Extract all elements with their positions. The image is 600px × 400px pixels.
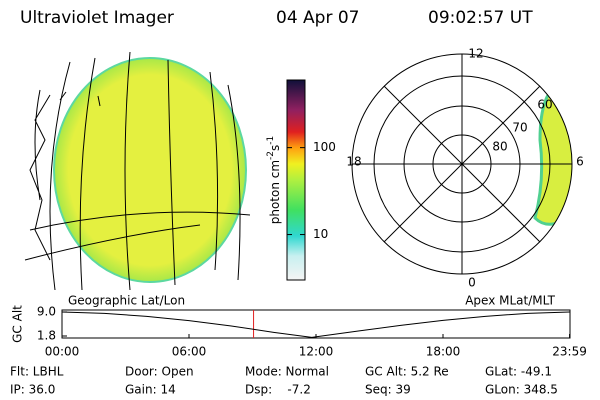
polar-plot [351, 53, 573, 275]
altitude-line [61, 311, 570, 338]
exponent: -1 [266, 136, 276, 145]
info-field: Seq: 39 [365, 383, 411, 397]
info-block: Flt: LBHL Door: Open Mode: Normal GC Alt: 5… [10, 365, 558, 397]
panel-label: Apex MLat/MLT [465, 294, 555, 308]
info-field: Mode: Normal [245, 365, 329, 379]
y-tick-label: 9.0 [37, 305, 56, 319]
date: 04 Apr 07 [276, 8, 359, 28]
lat-label: 80 [492, 140, 507, 154]
mlt-label: 0 [468, 276, 476, 290]
info-field: GLon: 348.5 [485, 383, 558, 397]
unit: photon cm [268, 160, 282, 224]
mlt-label: 18 [346, 155, 361, 169]
colorbar-label: photon cm-2s-1 [266, 136, 282, 225]
x-tick-label: 23:59 [552, 345, 587, 359]
x-tick-label: 00:00 [45, 345, 80, 359]
altitude-panel: 9.0 1.8 00:00 06:00 12:00 18:00 23:59 [37, 305, 587, 359]
mlt-label: 6 [576, 155, 584, 169]
y-tick-label: 1.8 [37, 329, 56, 343]
info-field: Gain: 14 [125, 383, 176, 397]
info-field: Flt: LBHL [10, 365, 64, 379]
colorbar-tick-label: 10 [313, 227, 328, 241]
x-tick-label: 06:00 [172, 345, 207, 359]
x-tick-label: 12:00 [299, 345, 334, 359]
time: 09:02:57 UT [428, 8, 533, 28]
info-field: Dsp: -7.2 [245, 383, 311, 397]
lat-label: 70 [512, 121, 527, 135]
mlt-label: 12 [468, 47, 483, 61]
info-field: IP: 36.0 [10, 383, 55, 397]
info-field: Door: Open [125, 365, 194, 379]
exponent: -2 [266, 151, 276, 160]
panel-label: Geographic Lat/Lon [68, 294, 185, 308]
title: Ultraviolet Imager [20, 8, 174, 28]
info-field: GLat: -49.1 [485, 365, 552, 379]
y-axis-label: GC Alt [11, 305, 25, 343]
x-tick-label: 18:00 [426, 345, 461, 359]
geographic-image [24, 51, 251, 291]
colorbar-tick-label: 100 [313, 140, 336, 154]
lat-label: 60 [537, 98, 552, 112]
unit: s [268, 145, 282, 151]
colorbar: 10 100 [286, 79, 336, 281]
info-field: GC Alt: 5.2 Re [365, 365, 449, 379]
